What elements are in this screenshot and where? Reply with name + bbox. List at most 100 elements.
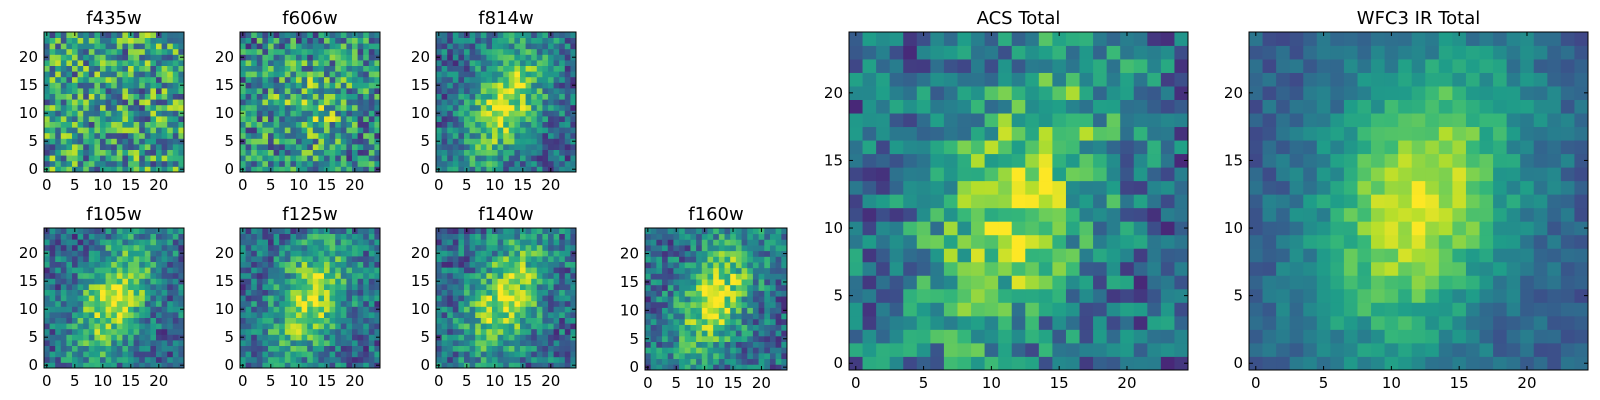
heatmap-cell [570,312,577,318]
heatmap-cell [363,312,370,318]
heatmap-cell [346,121,353,128]
heatmap-cell [44,317,50,324]
heatmap-cell [100,43,106,50]
heatmap-cell [273,149,280,156]
heatmap-cell [741,279,748,286]
heatmap-cell [352,121,358,128]
heatmap-cell [156,300,162,307]
heatmap-cell [667,284,674,291]
heatmap-cell [514,43,521,50]
heatmap-cell [508,295,515,302]
heatmap-cell [307,110,314,117]
heatmap-cell [525,82,532,89]
heatmap-cell [469,356,476,363]
heatmap-cell [240,328,246,335]
heatmap-cell [284,99,291,106]
heatmap-cell [245,32,252,38]
heatmap-cell [458,127,465,134]
heatmap-cell [111,312,118,318]
heatmap-cell [116,138,123,145]
heatmap-cell [329,284,336,290]
heatmap-cell [245,127,252,134]
heatmap-cell [144,149,151,156]
heatmap-cell [279,65,286,72]
heatmap-cell [656,358,663,365]
heatmap-cell [172,289,179,296]
heatmap-cell [553,261,560,268]
heatmap-cell [1174,342,1189,357]
heatmap-cell [559,289,566,296]
heatmap-cell [667,296,674,303]
heatmap-cell [458,356,465,363]
heatmap-cell [133,54,140,61]
heatmap-cell [1120,342,1135,357]
heatmap-cell [256,166,263,173]
heatmap-cell [346,306,353,313]
heatmap-cell [290,71,297,78]
heatmap-cell [548,48,554,55]
heatmap-cell [312,267,319,274]
heatmap-cell [251,317,258,324]
heatmap-cell [475,132,482,139]
heatmap-cell [307,356,314,363]
heatmap-cell [876,167,891,182]
heatmap-cell [105,43,112,50]
heatmap-cell [508,284,515,290]
heatmap-cell [105,88,112,94]
heatmap-cell [469,295,476,302]
heatmap-cell [172,334,179,341]
heatmap-cell [458,323,465,330]
heatmap-cell [172,239,179,246]
heatmap-cell [111,88,118,94]
heatmap-cell [240,160,246,167]
heatmap-cell [55,60,62,66]
heatmap-cell [268,345,274,352]
heatmap-cell [679,256,686,263]
heatmap-cell [497,362,504,369]
heatmap-cell [55,116,62,122]
heatmap-cell [469,149,476,156]
heatmap-cell [492,54,498,61]
heatmap-cell [542,256,549,262]
heatmap-cell [77,93,84,100]
heatmap-cell [368,88,375,94]
heatmap-cell [458,272,465,279]
heatmap-cell [514,144,521,150]
heatmap-cell [150,267,157,274]
heatmap-cell [514,88,521,94]
heatmap-cell [673,250,680,257]
heatmap-cell [329,127,336,134]
heatmap-cell [340,351,347,358]
heatmap-cell [690,313,697,320]
heatmap-cell [971,342,985,357]
heatmap-cell [368,32,375,38]
heatmap-cell [262,284,269,290]
heatmap-cell [553,48,560,55]
heatmap-cell [1147,302,1162,317]
heatmap-cell [542,345,549,352]
heatmap-cell [458,76,465,83]
heatmap-cell [352,323,358,330]
heatmap-cell [172,37,179,44]
heatmap-cell [492,37,498,44]
heatmap-cell [352,312,358,318]
heatmap-cell [49,116,56,122]
x-tick-label: 10 [695,374,714,392]
heatmap-cell [531,48,538,55]
heatmap-cell [301,104,308,111]
heatmap-cell [480,43,487,50]
heatmap-cell [679,290,686,297]
heatmap-cell [318,121,325,128]
heatmap-cell [559,166,566,173]
heatmap-cell [44,43,50,50]
heatmap-cell [497,278,504,285]
heatmap-cell [480,110,487,117]
heatmap-cell [713,256,720,263]
heatmap-cell [335,345,342,352]
heatmap-cell [122,334,129,341]
heatmap-cell [559,99,566,106]
heatmap-cell [268,334,274,341]
heatmap-cell [548,250,554,257]
heatmap-cell [520,278,526,285]
y-tick-label: 5 [224,132,234,150]
